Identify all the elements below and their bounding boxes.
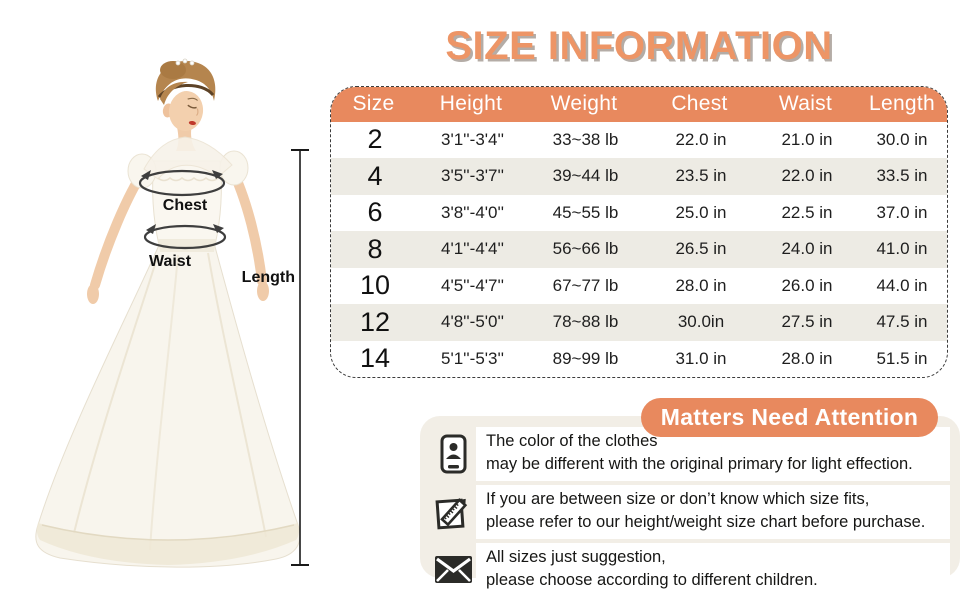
cell-length: 37.0 in bbox=[876, 202, 928, 222]
cell-size: 6 bbox=[367, 197, 383, 228]
cell-height: 3'8''-4'0'' bbox=[441, 202, 504, 222]
note-line: please choose according to different chi… bbox=[486, 571, 818, 590]
cell-size: 2 bbox=[367, 124, 383, 155]
cell-size: 14 bbox=[359, 343, 391, 374]
col-header-length: Length bbox=[868, 91, 936, 115]
waist-measure-arrow bbox=[143, 224, 227, 250]
cell-weight: 45~55 lb bbox=[552, 202, 619, 222]
attention-heading: Matters Need Attention bbox=[641, 398, 938, 437]
cell-waist: 28.0 in bbox=[781, 348, 833, 368]
cell-waist: 26.0 in bbox=[781, 275, 833, 295]
chest-label: Chest bbox=[163, 197, 208, 214]
cell-height: 4'8''-5'0'' bbox=[441, 312, 504, 332]
cell-length: 44.0 in bbox=[876, 275, 928, 295]
cell-weight: 78~88 lb bbox=[552, 312, 619, 332]
table-row: 12 4'8''-5'0'' 78~88 lb 30.0in 27.5 in 4… bbox=[331, 304, 947, 341]
col-header-chest: Chest bbox=[671, 91, 728, 115]
head bbox=[155, 58, 216, 131]
model-photo: Chest Waist Length bbox=[35, 58, 309, 568]
col-header-size: Size bbox=[352, 91, 395, 115]
size-table: Size Height Weight Chest Waist Length 2 … bbox=[330, 86, 948, 378]
cell-weight: 33~38 lb bbox=[552, 129, 619, 149]
cell-size: 4 bbox=[367, 160, 383, 191]
note-item: All sizes just suggestion, please choose… bbox=[430, 542, 950, 597]
cell-height: 3'1''-3'4'' bbox=[441, 129, 504, 149]
cell-weight: 67~77 lb bbox=[552, 275, 619, 295]
table-row: 6 3'8''-4'0'' 45~55 lb 25.0 in 22.5 in 3… bbox=[331, 195, 947, 232]
phone-contact-icon bbox=[430, 427, 476, 481]
dress-bodice bbox=[127, 136, 249, 252]
table-row: 14 5'1''-5'3'' 89~99 lb 31.0 in 28.0 in … bbox=[331, 341, 947, 378]
waist-label: Waist bbox=[149, 253, 192, 270]
cell-waist: 27.5 in bbox=[781, 312, 833, 332]
col-header-weight: Weight bbox=[550, 91, 618, 115]
cell-waist: 24.0 in bbox=[781, 239, 833, 259]
table-row: 10 4'5''-4'7'' 67~77 lb 28.0 in 26.0 in … bbox=[331, 268, 947, 305]
note-line: may be different with the original prima… bbox=[486, 455, 913, 474]
mail-icon bbox=[430, 543, 476, 597]
length-measure-line bbox=[291, 149, 309, 566]
cell-chest: 26.5 in bbox=[675, 239, 727, 259]
cell-waist: 22.5 in bbox=[781, 202, 833, 222]
chest-measure-arrow bbox=[138, 169, 226, 197]
table-row: 2 3'1''-3'4'' 33~38 lb 22.0 in 21.0 in 3… bbox=[331, 122, 947, 159]
note-item: If you are between size or don’t know wh… bbox=[430, 484, 950, 539]
cell-size: 10 bbox=[359, 270, 391, 301]
cell-weight: 39~44 lb bbox=[552, 166, 619, 186]
note-line: The color of the clothes bbox=[486, 432, 658, 450]
size-table-header: Size Height Weight Chest Waist Length bbox=[331, 87, 947, 122]
cell-weight: 56~66 lb bbox=[552, 239, 619, 259]
cell-height: 4'1''-4'4'' bbox=[441, 239, 504, 259]
cell-size: 8 bbox=[367, 233, 383, 264]
tiara-icon bbox=[175, 58, 195, 66]
note-line: All sizes just suggestion, bbox=[486, 547, 666, 566]
table-row: 8 4'1''-4'4'' 56~66 lb 26.5 in 24.0 in 4… bbox=[331, 231, 947, 268]
cell-chest: 23.5 in bbox=[675, 166, 727, 186]
cell-size: 12 bbox=[359, 306, 391, 337]
cell-length: 33.5 in bbox=[876, 166, 928, 186]
dress-skirt bbox=[35, 242, 301, 568]
attention-box: The color of the clothes may be differen… bbox=[420, 416, 960, 597]
cell-chest: 25.0 in bbox=[675, 202, 727, 222]
ruler-note-icon bbox=[430, 485, 476, 539]
page-title: SIZE INFORMATION bbox=[445, 24, 833, 68]
cell-length: 47.5 in bbox=[876, 312, 928, 332]
cell-chest: 31.0 in bbox=[675, 348, 727, 368]
cell-chest: 22.0 in bbox=[675, 129, 727, 149]
cell-waist: 22.0 in bbox=[781, 166, 833, 186]
length-label: Length bbox=[242, 269, 295, 286]
col-header-height: Height bbox=[439, 91, 503, 115]
cell-height: 4'5''-4'7'' bbox=[441, 275, 504, 295]
cell-length: 30.0 in bbox=[876, 129, 928, 149]
note-text: If you are between size or don’t know wh… bbox=[476, 484, 950, 539]
cell-chest: 28.0 in bbox=[675, 275, 727, 295]
table-row: 4 3'5''-3'7'' 39~44 lb 23.5 in 22.0 in 3… bbox=[331, 158, 947, 195]
note-line: please refer to our height/weight size c… bbox=[486, 513, 926, 532]
note-text: All sizes just suggestion, please choose… bbox=[476, 542, 950, 597]
cell-height: 3'5''-3'7'' bbox=[441, 166, 504, 186]
cell-chest: 30.0in bbox=[677, 312, 725, 332]
cell-length: 51.5 in bbox=[876, 348, 928, 368]
cell-weight: 89~99 lb bbox=[552, 348, 619, 368]
cell-height: 5'1''-5'3'' bbox=[441, 348, 504, 368]
col-header-waist: Waist bbox=[778, 91, 833, 115]
cell-length: 41.0 in bbox=[876, 239, 928, 259]
cell-waist: 21.0 in bbox=[781, 129, 833, 149]
note-line: If you are between size or don’t know wh… bbox=[486, 489, 870, 508]
